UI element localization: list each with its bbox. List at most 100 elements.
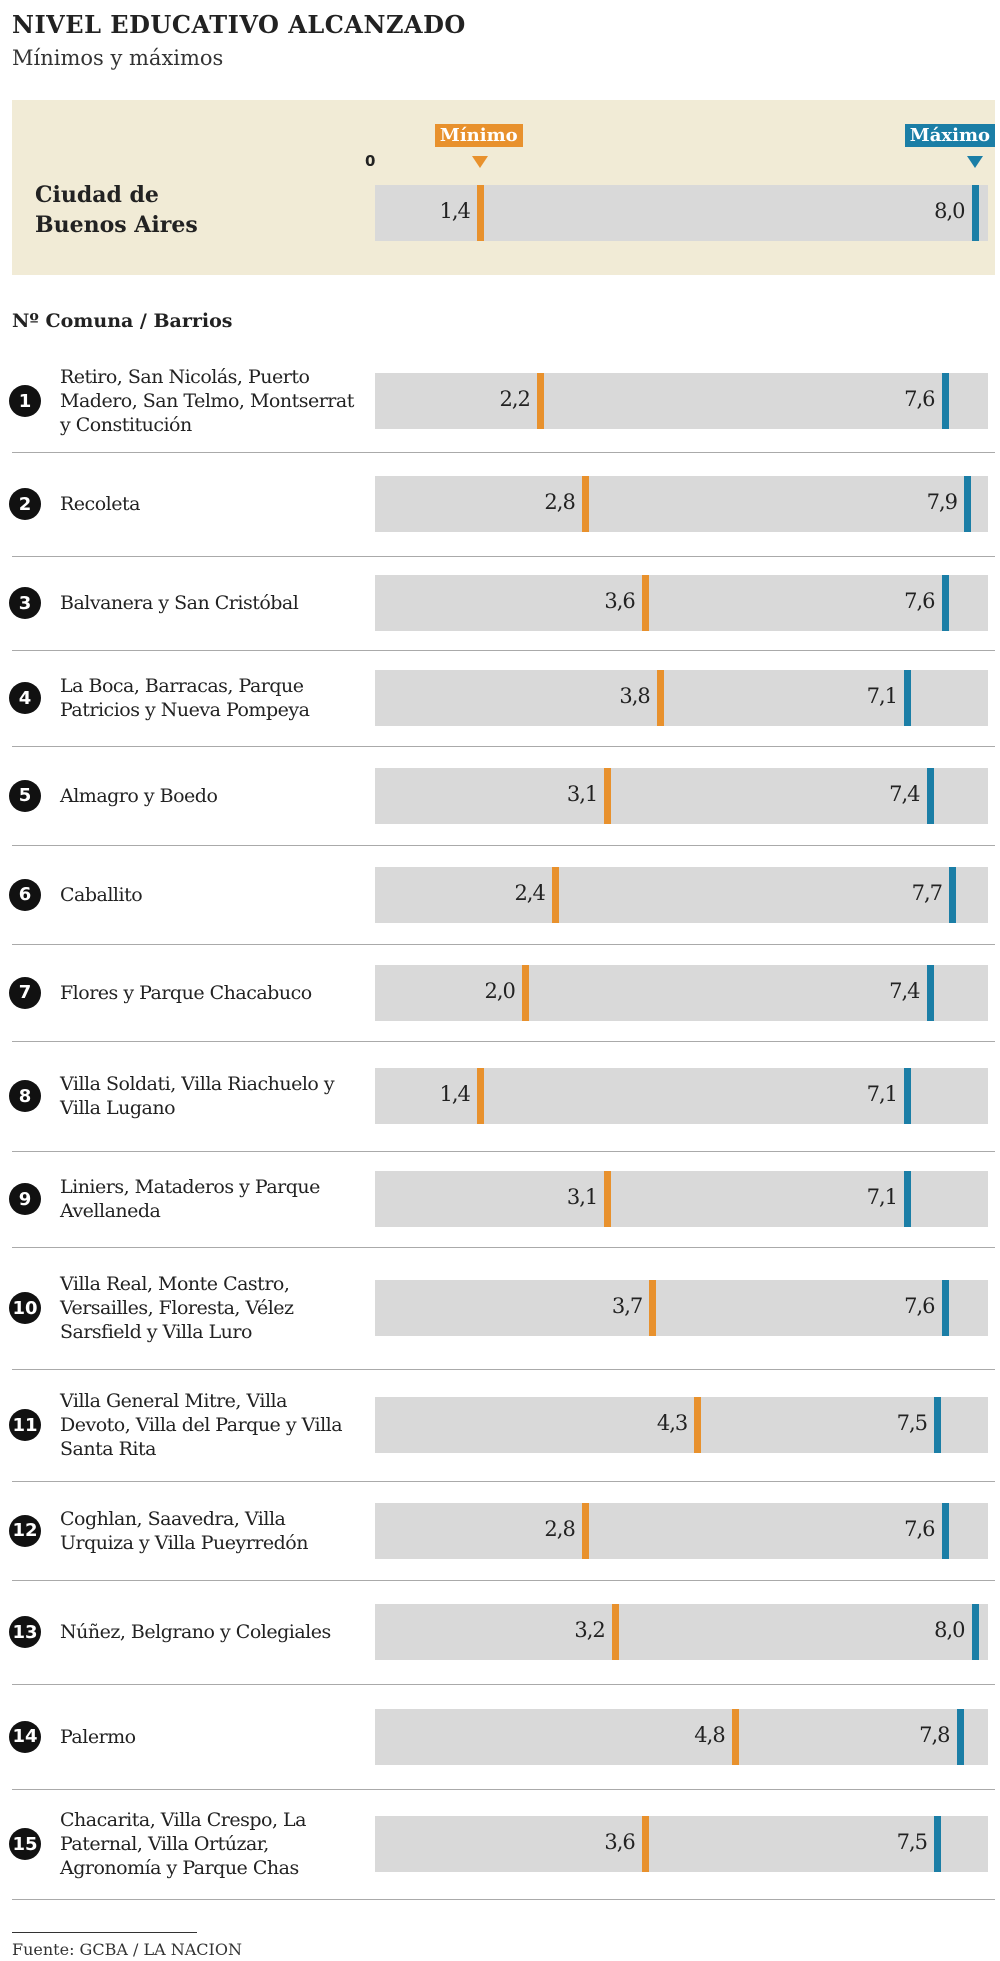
- comuna-label: Villa General Mitre, Villa Devoto, Villa…: [60, 1390, 343, 1460]
- min-marker: [604, 767, 612, 824]
- max-value-label: 7,8: [919, 1722, 950, 1747]
- row-separator: [12, 1247, 995, 1248]
- comuna-number: 11: [9, 1409, 41, 1441]
- comuna-number: 13: [9, 1616, 41, 1648]
- comuna-number: 7: [9, 976, 41, 1009]
- max-marker: [941, 575, 949, 631]
- min-marker: [731, 1708, 739, 1765]
- min-value-label: 3,6: [604, 589, 635, 613]
- comuna-label: Chacarita, Villa Crespo, La Paternal, Vi…: [60, 1809, 307, 1879]
- range-track: [375, 1502, 988, 1559]
- min-marker: [476, 1068, 484, 1124]
- subtitle: Mínimos y máximos: [12, 46, 224, 70]
- min-marker: [476, 185, 484, 241]
- comuna-number: 4: [9, 682, 41, 714]
- comuna-label: Palermo: [60, 1725, 136, 1748]
- comuna-number: 15: [9, 1828, 41, 1860]
- max-marker: [904, 1068, 912, 1124]
- max-value-label: 7,7: [911, 880, 943, 905]
- source: Fuente: GCBA / LA NACION: [12, 1940, 242, 1959]
- max-value-label: 7,1: [866, 684, 898, 708]
- max-value-label: 8,0: [934, 1618, 965, 1642]
- city-name: Ciudad de Buenos Aires: [35, 182, 198, 238]
- comuna-label: Almagro y Boedo: [60, 784, 218, 807]
- min-marker: [656, 670, 664, 726]
- row-separator: [12, 1899, 995, 1900]
- comuna-number: 9: [9, 1183, 41, 1215]
- comuna-number: 14: [9, 1720, 41, 1753]
- row-separator: [12, 1041, 995, 1042]
- comuna-label: Caballito: [60, 883, 143, 906]
- legend-entry: Máximo: [904, 124, 995, 147]
- min-marker: [521, 964, 529, 1021]
- comuna-number: 6: [9, 878, 41, 911]
- max-marker: [964, 476, 971, 532]
- max-marker: [971, 185, 979, 241]
- range-track: [375, 1171, 988, 1227]
- max-marker: [904, 1171, 912, 1227]
- max-marker: [971, 1604, 979, 1660]
- max-marker: [941, 1280, 949, 1336]
- range-track: [375, 670, 988, 726]
- max-marker: [941, 373, 949, 429]
- max-marker: [934, 1397, 942, 1453]
- max-marker: [956, 1708, 964, 1765]
- min-value-label: 1,4: [439, 1082, 471, 1106]
- min-value-label: 3,1: [566, 781, 598, 806]
- min-value-label: 2,4: [514, 880, 545, 905]
- min-marker: [581, 1502, 589, 1559]
- range-track: [375, 1708, 988, 1765]
- min-marker: [649, 1280, 657, 1336]
- min-marker: [581, 476, 589, 532]
- comuna-label: Recoleta: [60, 493, 140, 515]
- row-separator: [12, 944, 995, 945]
- comuna-label: Balvanera y San Cristóbal: [60, 592, 299, 614]
- min-value-label: 3,2: [574, 1618, 605, 1642]
- comuna-number: 8: [9, 1080, 41, 1112]
- row-separator: [12, 746, 995, 747]
- range-track: [375, 1816, 988, 1872]
- comuna-label: Villa Soldati, Villa Riachuelo y Villa L…: [60, 1073, 335, 1119]
- row-separator: [12, 452, 995, 453]
- min-value-label: 4,3: [656, 1411, 688, 1435]
- max-value-label: 7,4: [889, 781, 920, 806]
- max-value-label: 7,5: [896, 1411, 928, 1435]
- range-track: [375, 767, 988, 824]
- min-value-label: 3,6: [604, 1830, 635, 1854]
- title: NIVEL EDUCATIVO ALCANZADO: [12, 10, 466, 39]
- comuna-label: Villa Real, Monte Castro, Versailles, Fl…: [60, 1273, 294, 1343]
- min-marker: [641, 1816, 649, 1872]
- min-value-label: 4,8: [694, 1722, 725, 1747]
- comuna-label: Coghlan, Saavedra, Villa Urquiza y Villa…: [60, 1507, 308, 1554]
- comuna-number: 2: [9, 488, 41, 520]
- row-separator: [12, 1684, 995, 1685]
- legend-pointer: [471, 156, 488, 168]
- min-value-label: 3,8: [619, 684, 650, 708]
- min-value-label: 2,0: [484, 978, 515, 1003]
- comuna-label: La Boca, Barracas, Parque Patricios y Nu…: [60, 675, 310, 721]
- range-track: [375, 1397, 988, 1453]
- min-value-label: 2,8: [544, 1516, 575, 1541]
- min-marker: [604, 1171, 612, 1227]
- min-value-label: 2,2: [499, 387, 530, 411]
- max-marker: [904, 670, 912, 726]
- min-marker: [641, 575, 649, 631]
- max-value-label: 7,6: [904, 589, 935, 613]
- row-separator: [12, 650, 995, 651]
- row-separator: [12, 1580, 995, 1581]
- row-separator: [12, 1151, 995, 1152]
- max-marker: [941, 1502, 949, 1559]
- min-value-label: 1,4: [439, 199, 471, 223]
- max-value-label: 7,9: [926, 490, 958, 514]
- row-separator: [12, 1369, 995, 1370]
- min-marker: [694, 1397, 702, 1453]
- comuna-number: 12: [9, 1514, 41, 1547]
- max-marker: [949, 866, 957, 923]
- max-value-label: 7,1: [866, 1185, 898, 1209]
- max-value-label: 8,0: [934, 199, 965, 223]
- range-track: [375, 1280, 988, 1336]
- range-track: [375, 575, 988, 631]
- comuna-number: 3: [9, 587, 41, 619]
- max-value-label: 7,6: [904, 387, 935, 411]
